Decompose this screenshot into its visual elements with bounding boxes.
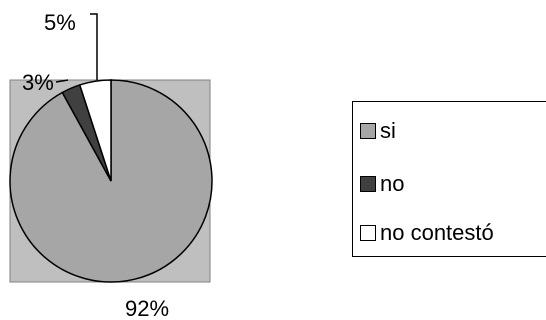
pie-slices	[9, 79, 213, 283]
leader-line-no	[55, 79, 69, 83]
leader-lines	[55, 13, 98, 83]
legend-item-no: no	[360, 171, 404, 197]
legend: si no no contestó	[352, 101, 546, 257]
data-label-no: 3%	[22, 70, 54, 95]
leader-line-no-contesto	[90, 13, 98, 80]
legend-label-no-contesto: no contestó	[380, 220, 494, 245]
legend-label-si: si	[380, 118, 396, 143]
legend-swatch-no	[360, 176, 376, 192]
pie-slice-no-contesto	[78, 79, 112, 182]
data-label-si: 92%	[125, 296, 169, 320]
legend-item-si: si	[360, 118, 396, 144]
legend-item-no-contesto: no contestó	[360, 220, 494, 246]
data-label-no-contesto: 5%	[44, 10, 76, 35]
legend-label-no: no	[380, 171, 405, 196]
legend-swatch-no-contesto	[360, 225, 376, 241]
legend-swatch-si	[360, 123, 376, 139]
